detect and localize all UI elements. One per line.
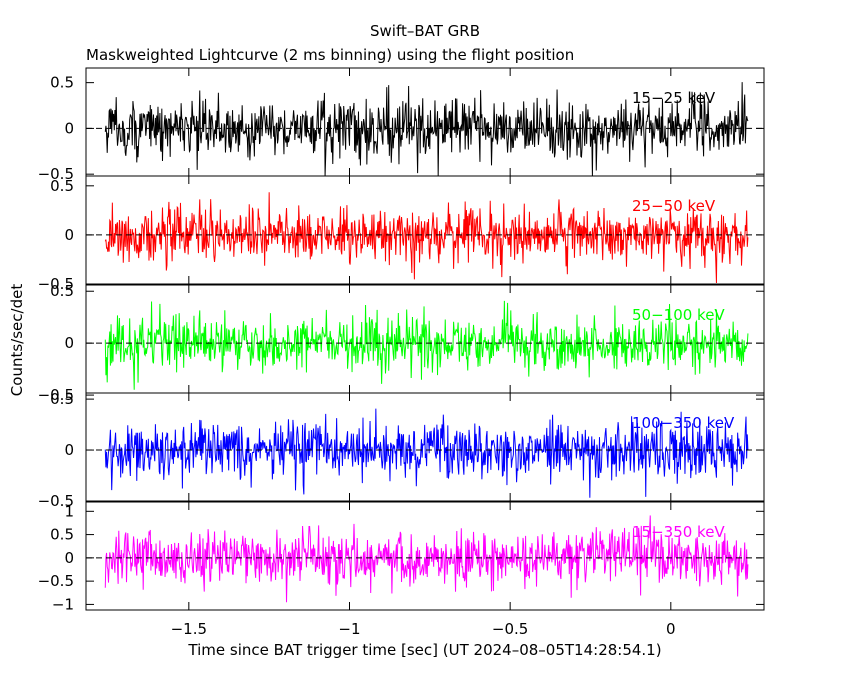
y-tick-label-2-0: −0.5: [38, 275, 74, 293]
band-label-4: 100−350 keV: [632, 414, 735, 432]
y-tick-label-4-0: −0.5: [38, 492, 74, 510]
chart-title: Swift–BAT GRB: [370, 22, 480, 40]
band-label-1: 15−25 keV: [632, 89, 716, 107]
y-tick-label-5-4: 1: [64, 502, 74, 520]
band-label-3: 50−100 keV: [632, 306, 725, 324]
y-tick-label-5-2: 0: [64, 549, 74, 567]
y-tick-label-5-3: 0.5: [50, 526, 74, 544]
y-tick-label-3-1: 0: [64, 334, 74, 352]
y-tick-label-2-2: 0.5: [50, 177, 74, 195]
band-label-2: 25−50 keV: [632, 197, 716, 215]
y-tick-label-1-0: −0.5: [38, 165, 74, 183]
y-tick-label-4-1: 0: [64, 441, 74, 459]
y-tick-label-3-0: −0.5: [38, 386, 74, 404]
panel-2: −0.5 0 0.5 25−50 keV: [38, 175, 765, 293]
band-label-5: 15−350 keV: [632, 523, 725, 541]
y-tick-label-3-2: 0.5: [50, 282, 74, 300]
series-line-3: [104, 300, 749, 390]
y-tick-label-1-2: 0.5: [50, 74, 74, 92]
x-tick-label-2: −0.5: [492, 620, 528, 638]
x-axis-label: Time since BAT trigger time [sec] (UT 20…: [187, 641, 661, 659]
series-line-5: [104, 515, 749, 603]
x-tick-label-0: −1.5: [171, 620, 207, 638]
panel-frame-2: [85, 175, 765, 285]
x-tick-label-1: −1: [338, 620, 360, 638]
panel-4: −0.5 0 0.5 100−350 keV: [38, 390, 765, 510]
x-tick-label-3: 0: [666, 620, 676, 638]
series-line-1: [104, 82, 749, 177]
panel-1: −0.5 0 0.5 15−25 keV: [38, 67, 765, 183]
y-axis-label: Counts/sec/det: [8, 284, 26, 397]
panel-frame-5: [85, 501, 765, 611]
panel-5: −1 −0.5 0 0.5 1 15−350 keV: [38, 501, 765, 613]
y-tick-label-5-1: −0.5: [38, 572, 74, 590]
chart-subtitle: Maskweighted Lightcurve (2 ms binning) u…: [86, 46, 574, 64]
y-tick-label-1-1: 0: [64, 119, 74, 137]
panel-frame-4: [85, 392, 765, 502]
y-tick-label-4-2: 0.5: [50, 390, 74, 408]
panel-3: −0.5 0 0.5 50−100 keV: [38, 282, 765, 404]
y-tick-label-5-0: −1: [52, 595, 74, 613]
y-tick-label-2-1: 0: [64, 226, 74, 244]
panels-group: −0.5 0 0.5 15−25 keV −0.5 0 0.5 25−50 keV −0.5 0 0…: [38, 67, 765, 638]
